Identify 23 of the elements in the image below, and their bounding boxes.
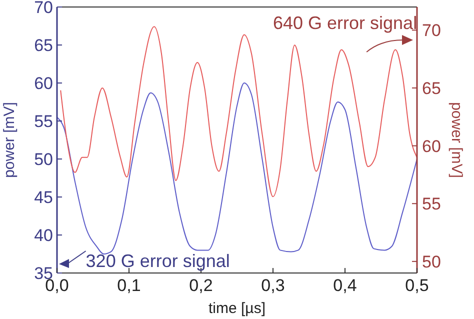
y-axis-title: power [mV] <box>1 102 18 178</box>
line-series <box>56 82 418 254</box>
series-label: 640 G error signal <box>273 13 418 33</box>
x-axis-title: time [µs] <box>208 300 266 317</box>
x-tick-label: 0,5 <box>405 276 429 295</box>
y2-tick-label: 55 <box>422 194 441 214</box>
series-label: 320 G error signal <box>86 251 230 271</box>
y-tick-label: 70 <box>34 0 53 17</box>
y2-tick-label: 60 <box>422 136 441 156</box>
x-tick-label: 0,4 <box>333 276 357 295</box>
y-tick-label: 65 <box>34 36 53 55</box>
y2-tick-label: 50 <box>422 252 441 272</box>
x-tick-label: 0,2 <box>189 276 213 295</box>
y-tick-label: 55 <box>34 112 53 131</box>
y-tick-label: 40 <box>34 226 53 245</box>
x-tick-label: 0,3 <box>261 276 285 295</box>
y-tick-label: 45 <box>34 188 53 207</box>
y2-tick-label: 70 <box>422 21 441 40</box>
y2-axis-title: power [mV] <box>448 102 465 178</box>
y-tick-label: 50 <box>34 150 53 169</box>
x-tick-label: 0,1 <box>117 276 141 295</box>
y-tick-label: 60 <box>34 74 53 93</box>
y2-tick-label: 65 <box>422 78 441 98</box>
